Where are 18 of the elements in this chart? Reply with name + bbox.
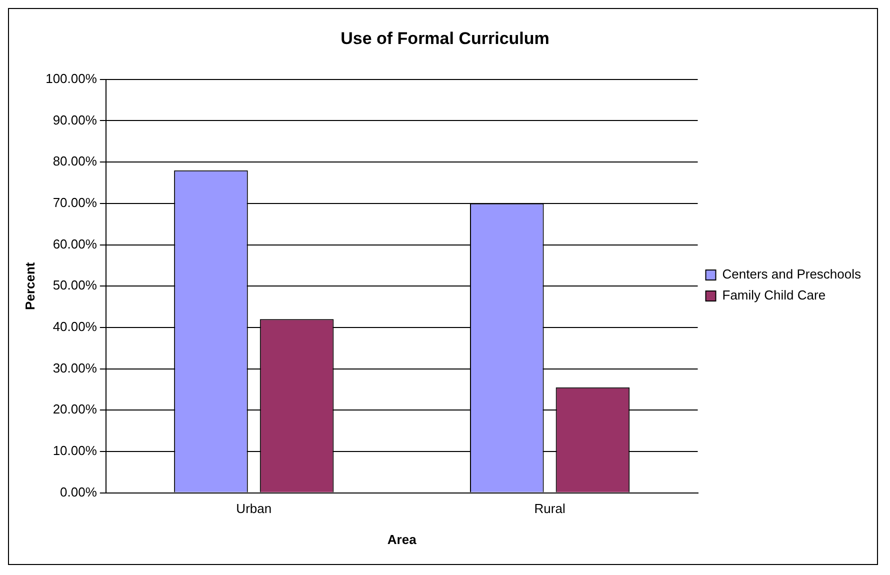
- y-tick-label: 30.00%: [52, 360, 98, 376]
- x-tick-label: Urban: [236, 501, 272, 516]
- chart-title: Use of Formal Curriculum: [340, 28, 550, 48]
- y-tick-label: 0.00%: [60, 484, 98, 500]
- x-tick-label: Rural: [534, 501, 566, 516]
- y-tick-label: 40.00%: [52, 319, 98, 334]
- y-tick-label: 70.00%: [52, 195, 98, 210]
- y-tick-label: 50.00%: [52, 278, 98, 293]
- y-tick-label: 80.00%: [52, 154, 98, 169]
- y-tick-label: 90.00%: [52, 112, 98, 128]
- y-tick-label: 100.00%: [46, 70, 98, 86]
- legend-label: Family Child Care: [722, 288, 826, 303]
- x-axis-title: Area: [387, 532, 418, 547]
- y-axis-title: Percent: [22, 262, 38, 310]
- y-tick-label: 10.00%: [52, 443, 98, 458]
- legend-label: Centers and Preschools: [722, 266, 862, 282]
- y-tick-label: 20.00%: [52, 402, 98, 417]
- y-tick-label: 60.00%: [52, 236, 98, 252]
